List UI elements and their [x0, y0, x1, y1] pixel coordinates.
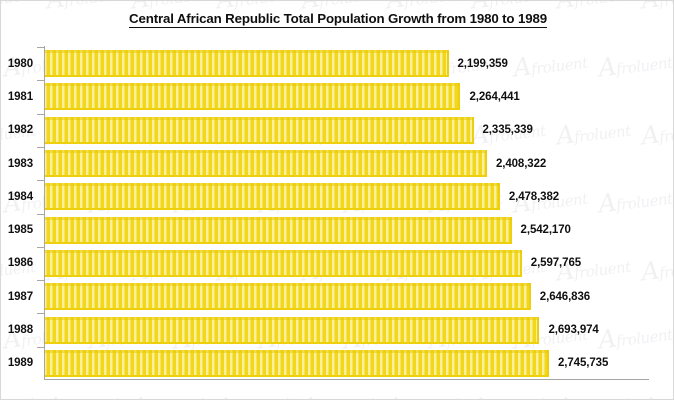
bar-value-label: 2,542,170 [520, 224, 571, 237]
bar-value-label: 2,408,322 [495, 157, 547, 170]
x-axis-line [44, 379, 649, 380]
bar-value-label: 2,264,441 [469, 90, 520, 103]
year-axis-label: 1985 [7, 224, 33, 237]
bar-row: 1984 2,478,382 [8, 180, 673, 213]
bar-value-label: 2,478,382 [508, 190, 560, 203]
year-axis-label: 1989 [7, 357, 33, 370]
bar[interactable]: 2,542,170 [44, 216, 571, 244]
bar-top-highlight [44, 83, 461, 87]
year-axis-label: 1984 [7, 190, 33, 203]
y-axis-tick [37, 113, 44, 115]
bar-value-label: 2,335,339 [482, 124, 533, 137]
watermark-text: Afroluent [555, 385, 632, 399]
y-axis-tick [37, 213, 44, 215]
y-axis-tick [37, 280, 44, 282]
watermark-text: Afroluent [45, 385, 122, 399]
year-axis-label: 1982 [7, 124, 33, 137]
year-axis-label: 1980 [7, 57, 33, 70]
watermark-text: Afroluent [385, 385, 462, 399]
y-axis-line [44, 46, 45, 380]
bar-row: 1986 2,597,765 [8, 246, 673, 280]
bar-row: 1985 2,542,170 [8, 213, 673, 247]
bar[interactable]: 2,478,382 [44, 183, 559, 211]
bar[interactable]: 2,597,765 [44, 249, 581, 277]
bar-row: 1983 2,408,322 [8, 146, 673, 180]
bar-row: 1982 2,335,339 [8, 113, 673, 147]
watermark-text: Afroluent [1, 385, 37, 399]
plot-area: 1980 2,199,359 1981 2,264,441 1982 2,335,339 1… [8, 47, 673, 380]
bar-top-highlight [44, 183, 500, 187]
y-axis-tick [37, 80, 44, 82]
bar[interactable]: 2,745,735 [44, 349, 608, 377]
y-axis-tick [37, 146, 44, 148]
bar[interactable]: 2,693,974 [44, 316, 599, 344]
bar-row: 1988 2,693,974 [8, 313, 673, 346]
bar-top-highlight [44, 316, 540, 320]
bar-top-highlight [44, 349, 549, 353]
bar[interactable]: 2,408,322 [44, 150, 546, 178]
bar-top-highlight [44, 150, 487, 154]
year-axis-label: 1987 [7, 290, 33, 303]
bar[interactable]: 2,335,339 [44, 116, 533, 144]
bar-top-highlight [44, 283, 531, 287]
y-axis-tick [37, 346, 44, 348]
bar-row: 1989 2,745,735 [8, 346, 673, 380]
bar[interactable]: 2,264,441 [44, 83, 520, 111]
year-axis-label: 1988 [7, 324, 33, 337]
watermark-text: Afroluent [300, 385, 377, 399]
bar[interactable]: 2,199,359 [44, 50, 508, 78]
watermark-text: Afroluent [130, 385, 207, 399]
year-axis-label: 1983 [7, 157, 33, 170]
chart-title: Central African Republic Total Populatio… [1, 10, 673, 28]
bar[interactable]: 2,646,836 [44, 283, 590, 311]
bar-value-label: 2,646,836 [539, 290, 591, 303]
year-axis-label: 1981 [7, 90, 33, 103]
watermark-text: Afroluent [215, 385, 292, 399]
bar-row: 1981 2,264,441 [8, 80, 673, 113]
year-axis-label: 1986 [7, 257, 33, 270]
watermark-text: Afroluent [470, 385, 547, 399]
y-axis-tick [37, 180, 44, 182]
y-axis-tick [37, 313, 44, 315]
bar-value-label: 2,693,974 [548, 324, 599, 337]
bar-value-label: 2,745,735 [558, 357, 609, 370]
y-axis-tick [37, 47, 44, 48]
bar-value-label: 2,199,359 [457, 57, 508, 70]
bar-top-highlight [44, 216, 512, 220]
watermark-text: Afroluent [640, 385, 673, 399]
bar-top-highlight [44, 50, 449, 54]
chart-title-text: Central African Republic Total Populatio… [129, 11, 547, 28]
bar-row: 1987 2,646,836 [8, 280, 673, 313]
bar-top-highlight [44, 116, 474, 120]
y-axis-tick [37, 246, 44, 248]
bar-value-label: 2,597,765 [530, 257, 582, 270]
bar-row: 1980 2,199,359 [8, 47, 673, 80]
bar-top-highlight [44, 249, 522, 253]
